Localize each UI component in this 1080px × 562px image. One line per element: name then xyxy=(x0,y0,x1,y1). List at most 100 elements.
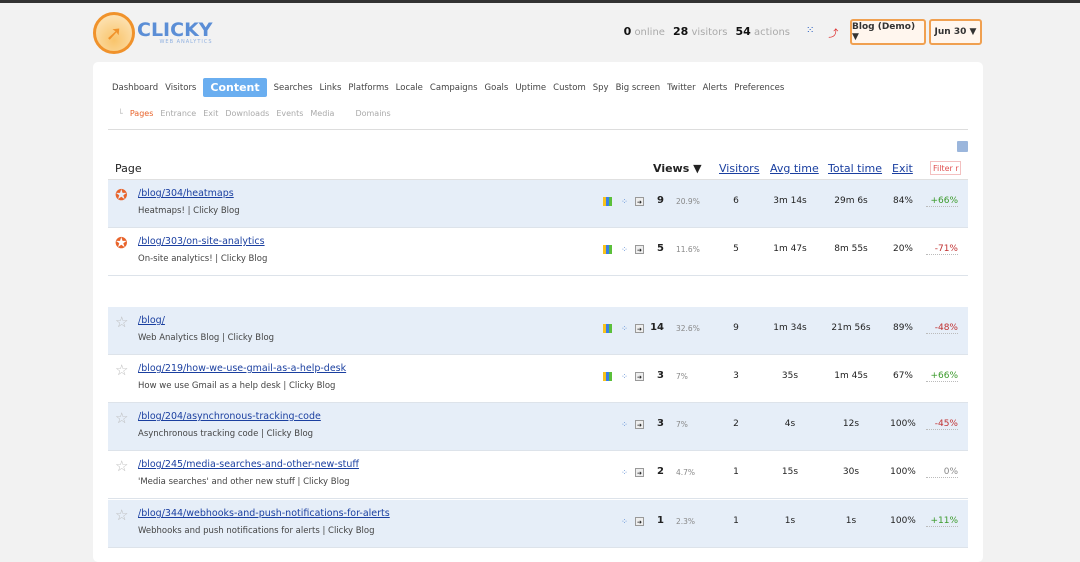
header-avg-time[interactable]: Avg time xyxy=(770,162,819,175)
nav-searches[interactable]: Searches xyxy=(273,82,313,93)
exit-rate: 84% xyxy=(892,196,913,206)
star-icon[interactable]: ☆ xyxy=(115,313,129,331)
page-link[interactable]: /blog/304/heatmaps xyxy=(138,188,234,199)
change-percent[interactable]: -48% xyxy=(926,323,958,334)
save-icon[interactable] xyxy=(957,141,968,152)
views-count: 3 xyxy=(657,418,664,429)
header-visitors[interactable]: Visitors xyxy=(719,162,760,175)
avg-time: 3m 14s xyxy=(773,196,807,206)
logo-text: CLICKY xyxy=(137,19,213,41)
flow-icon[interactable]: ⁘ xyxy=(621,197,628,206)
page-link[interactable]: /blog/204/asynchronous-tracking-code xyxy=(138,411,321,422)
subnav-pages[interactable]: Pages xyxy=(129,109,154,118)
open-page-icon[interactable]: ➜ xyxy=(635,372,644,381)
visitors-count: 5 xyxy=(733,244,739,254)
open-page-icon[interactable]: ➜ xyxy=(635,197,644,206)
heatmap-icon[interactable] xyxy=(603,372,612,381)
nav-uptime[interactable]: Uptime xyxy=(515,82,547,93)
change-percent[interactable]: +66% xyxy=(926,196,958,207)
page-title: Heatmaps! | Clicky Blog xyxy=(138,206,240,216)
flow-icon[interactable]: ⁘ xyxy=(621,517,628,526)
star-icon[interactable]: ☆ xyxy=(115,409,129,427)
views-count: 2 xyxy=(657,466,664,477)
page-link[interactable]: /blog/303/on-site-analytics xyxy=(138,236,265,247)
nav-alerts[interactable]: Alerts xyxy=(702,82,728,93)
subnav-downloads[interactable]: Downloads xyxy=(225,109,270,118)
change-percent[interactable]: +66% xyxy=(926,371,958,382)
online-label[interactable]: online xyxy=(634,27,665,38)
actions-label[interactable]: actions xyxy=(754,27,790,38)
subnav-domains[interactable]: Domains xyxy=(355,109,391,118)
subnav-events[interactable]: Events xyxy=(276,109,304,118)
nav-twitter[interactable]: Twitter xyxy=(667,82,696,93)
star-icon[interactable]: ☆ xyxy=(115,361,129,379)
nav-visitors[interactable]: Visitors xyxy=(165,82,197,93)
nav-links[interactable]: Links xyxy=(319,82,342,93)
change-percent[interactable]: -45% xyxy=(926,419,958,430)
page-title: Asynchronous tracking code | Clicky Blog xyxy=(138,429,314,439)
heatmap-icon[interactable] xyxy=(603,324,612,333)
views-percent: 7% xyxy=(676,420,688,429)
page-link[interactable]: /blog/219/how-we-use-gmail-as-a-help-des… xyxy=(138,363,347,374)
views-count: 5 xyxy=(657,243,664,254)
star-icon[interactable]: ✪ xyxy=(115,234,128,252)
table-row: ✪ /blog/303/on-site-analytics On-site an… xyxy=(108,228,968,276)
open-page-icon[interactable]: ➜ xyxy=(635,245,644,254)
nav-campaigns[interactable]: Campaigns xyxy=(429,82,478,93)
grid-icon[interactable]: ⁙ xyxy=(806,25,815,36)
page-link[interactable]: /blog/344/webhooks-and-push-notification… xyxy=(138,508,390,519)
header-exit[interactable]: Exit xyxy=(892,162,913,175)
sub-nav: └ Pages Entrance Exit Downloads Events Media Do… xyxy=(118,109,391,118)
flow-icon[interactable]: ⁘ xyxy=(621,468,628,477)
views-percent: 2.3% xyxy=(676,517,696,526)
nav-spy[interactable]: Spy xyxy=(592,82,609,93)
nav-custom[interactable]: Custom xyxy=(553,82,586,93)
views-count: 14 xyxy=(650,322,664,333)
nav-preferences[interactable]: Preferences xyxy=(734,82,785,93)
nav-platforms[interactable]: Platforms xyxy=(348,82,389,93)
site-selector[interactable]: Blog (Demo) ▼ xyxy=(850,19,926,45)
trend-chart-icon[interactable]: ⤴ xyxy=(828,29,839,40)
exit-rate: 100% xyxy=(890,516,916,526)
page-title: Webhooks and push notifications for aler… xyxy=(138,526,375,536)
flow-icon[interactable]: ⁘ xyxy=(621,324,628,333)
visitors-label[interactable]: visitors xyxy=(691,27,728,38)
avg-time: 15s xyxy=(781,467,799,477)
star-icon[interactable]: ☆ xyxy=(115,506,129,524)
nav-big-screen[interactable]: Big screen xyxy=(615,82,661,93)
nav-goals[interactable]: Goals xyxy=(484,82,509,93)
clicky-logo[interactable]: ➚ CLICKY WEB ANALYTICS xyxy=(93,12,213,54)
heatmap-icon[interactable] xyxy=(603,245,612,254)
subnav-media[interactable]: Media xyxy=(310,109,335,118)
subnav-exit[interactable]: Exit xyxy=(203,109,219,118)
star-icon[interactable]: ✪ xyxy=(115,186,128,204)
open-page-icon[interactable]: ➜ xyxy=(635,517,644,526)
page-link[interactable]: /blog/245/media-searches-and-other-new-s… xyxy=(138,459,359,470)
nav-dashboard[interactable]: Dashboard xyxy=(112,82,159,93)
visitors-count: 9 xyxy=(733,323,739,333)
flow-icon[interactable]: ⁘ xyxy=(621,372,628,381)
header-total-time[interactable]: Total time xyxy=(828,162,883,175)
views-count: 3 xyxy=(657,370,664,381)
filter-input[interactable]: Filter r xyxy=(930,161,961,175)
header-views[interactable]: Views ▼ xyxy=(653,162,702,175)
open-page-icon[interactable]: ➜ xyxy=(635,420,644,429)
page-link[interactable]: /blog/ xyxy=(138,315,165,326)
subnav-entrance[interactable]: Entrance xyxy=(160,109,197,118)
table-row: ☆ /blog/344/webhooks-and-push-notificati… xyxy=(108,500,968,548)
change-percent[interactable]: +11% xyxy=(926,516,958,527)
change-percent[interactable]: -71% xyxy=(926,244,958,255)
avg-time: 1m 34s xyxy=(773,323,807,333)
table-row: ☆ /blog/204/asynchronous-tracking-code A… xyxy=(108,403,968,451)
date-selector[interactable]: Jun 30 ▼ xyxy=(929,19,982,45)
avg-time: 4s xyxy=(784,419,796,429)
nav-locale[interactable]: Locale xyxy=(395,82,423,93)
heatmap-icon[interactable] xyxy=(603,197,612,206)
open-page-icon[interactable]: ➜ xyxy=(635,324,644,333)
flow-icon[interactable]: ⁘ xyxy=(621,420,628,429)
open-page-icon[interactable]: ➜ xyxy=(635,468,644,477)
nav-content[interactable]: Content xyxy=(203,78,267,97)
star-icon[interactable]: ☆ xyxy=(115,457,129,475)
flow-icon[interactable]: ⁘ xyxy=(621,245,628,254)
change-percent[interactable]: 0% xyxy=(926,467,958,478)
